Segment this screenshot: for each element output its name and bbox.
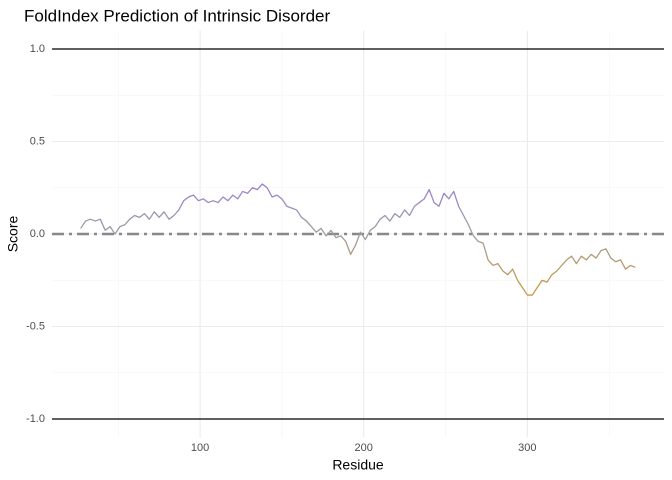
y-tick-label: 0.5: [30, 135, 45, 147]
score-line: [80, 183, 636, 296]
x-tick-label: 100: [191, 442, 209, 454]
chart-title: FoldIndex Prediction of Intrinsic Disord…: [24, 6, 330, 25]
x-tick-label: 200: [355, 442, 373, 454]
y-tick-label: -0.5: [26, 320, 45, 332]
y-axis-label: Score: [5, 216, 21, 253]
y-tick-label: 1.0: [30, 43, 45, 55]
y-tick-label: -1.0: [26, 413, 45, 425]
x-axis-label: Residue: [332, 457, 384, 473]
y-tick-label: 0.0: [30, 228, 45, 240]
x-tick-label: 300: [518, 442, 536, 454]
